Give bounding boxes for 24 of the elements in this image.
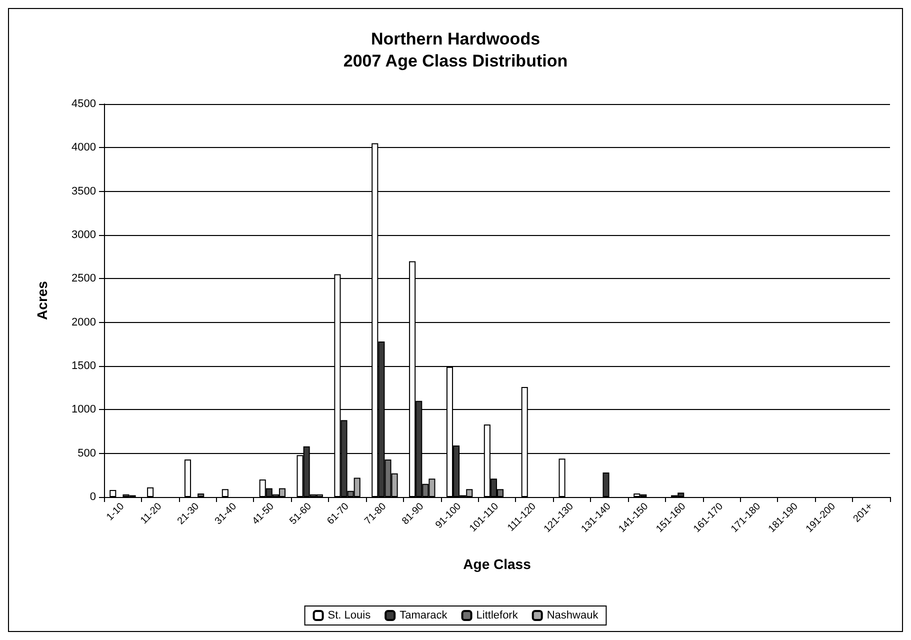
y-axis-title: Acres	[34, 280, 50, 320]
legend-label: Littlefork	[476, 610, 518, 622]
bar	[198, 494, 204, 497]
bar	[222, 489, 228, 497]
y-tick-label: 1500	[72, 360, 96, 372]
bar	[147, 487, 154, 497]
bar	[110, 490, 116, 497]
bar	[558, 458, 566, 497]
y-tick-label: 4000	[72, 142, 96, 154]
legend-label: St. Louis	[328, 610, 372, 622]
y-tick-label: 500	[78, 447, 96, 460]
chart-title: Northern Hardwoods 2007 Age Class Distribution	[343, 30, 568, 70]
y-tick-label: 3000	[72, 229, 96, 241]
bar	[184, 459, 192, 497]
legend-label: Tamarack	[400, 610, 448, 622]
y-tick-label: 2000	[72, 316, 96, 328]
y-tick-label: 2500	[72, 272, 96, 285]
bar	[602, 472, 610, 497]
legend-label: Nashwauk	[546, 610, 599, 622]
y-tick-label: 0	[90, 491, 96, 503]
y-tick-label: 4500	[72, 98, 96, 110]
y-tick-label: 3500	[72, 185, 96, 198]
y-tick-label: 1000	[72, 404, 96, 416]
x-axis-title: Age Class	[463, 556, 532, 572]
